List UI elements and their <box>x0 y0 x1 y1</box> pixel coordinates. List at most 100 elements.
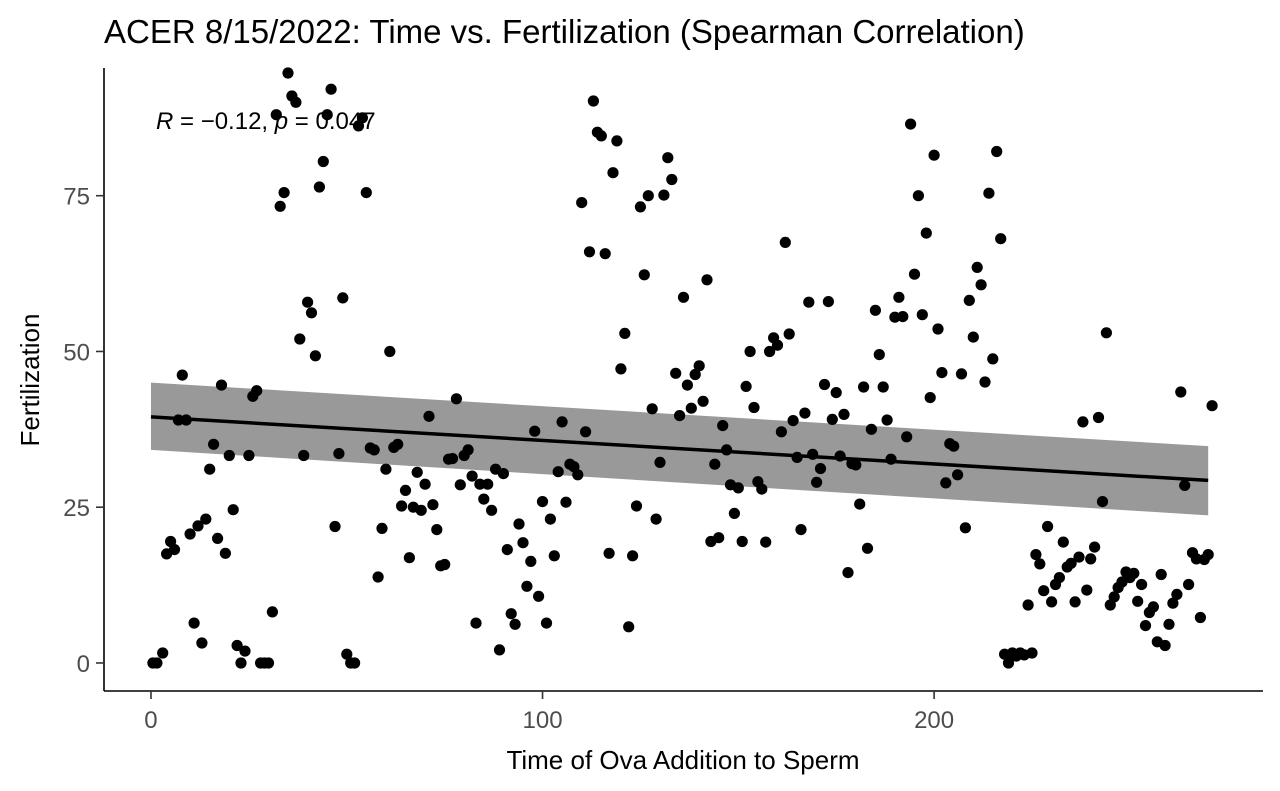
data-point <box>1167 597 1179 609</box>
data-point <box>466 470 478 482</box>
data-point <box>928 149 940 161</box>
data-point <box>959 522 972 534</box>
p-symbol: p <box>274 108 288 135</box>
data-point <box>501 544 513 556</box>
data-point <box>858 381 870 393</box>
data-point <box>803 296 815 308</box>
x-tick-label: 0 <box>144 707 157 734</box>
data-point <box>630 500 643 512</box>
data-point <box>627 550 639 562</box>
data-point <box>235 657 247 669</box>
data-point <box>219 547 231 559</box>
data-point <box>231 639 243 652</box>
y-tick-label: 25 <box>63 495 90 522</box>
data-point <box>1034 558 1046 570</box>
data-point <box>278 187 290 199</box>
data-point <box>940 477 952 489</box>
y-tick-label: 0 <box>77 651 90 678</box>
y-axis-ticks: 0 25 50 75 <box>63 184 104 678</box>
data-point <box>184 528 196 540</box>
regression-line <box>150 415 1209 483</box>
y-axis-label: Fertilization <box>15 314 45 447</box>
data-point <box>587 95 600 107</box>
data-point <box>431 524 443 536</box>
data-point <box>850 459 862 471</box>
data-point <box>717 420 729 432</box>
data-point <box>701 274 713 286</box>
data-point <box>470 617 482 629</box>
data-point <box>525 555 537 568</box>
y-tick-label: 75 <box>63 184 90 211</box>
data-point <box>1026 647 1038 659</box>
data-point <box>865 423 878 435</box>
data-point <box>333 448 345 460</box>
data-point <box>212 532 224 545</box>
data-point <box>681 379 694 391</box>
data-point <box>787 415 799 427</box>
data-point <box>576 197 588 209</box>
fit-line-layer <box>150 415 1209 483</box>
data-point <box>619 327 631 339</box>
data-point <box>1202 549 1214 561</box>
data-point <box>912 190 925 202</box>
data-point <box>936 367 948 379</box>
data-point <box>298 449 310 462</box>
data-point <box>599 248 611 260</box>
data-point <box>1171 588 1183 601</box>
data-point <box>967 331 979 343</box>
data-point <box>1073 551 1085 563</box>
data-point <box>356 112 368 124</box>
data-point <box>1155 568 1167 581</box>
data-point <box>830 387 842 399</box>
data-point <box>783 328 795 340</box>
data-point <box>368 444 380 456</box>
data-point <box>1046 596 1058 608</box>
data-point <box>764 345 776 358</box>
data-point <box>838 408 850 420</box>
data-point <box>544 513 557 525</box>
data-point <box>615 363 627 375</box>
data-point <box>196 637 208 649</box>
data-point <box>646 403 658 415</box>
r-value: = −0.12, <box>173 108 274 135</box>
x-axis-label: Time of Ova Addition to Sperm <box>506 745 859 775</box>
data-point <box>556 416 568 428</box>
data-point <box>861 542 874 554</box>
data-point <box>638 269 650 281</box>
data-point <box>540 617 553 629</box>
data-point <box>607 167 619 179</box>
data-point <box>1022 599 1034 611</box>
data-point <box>689 368 701 381</box>
data-point <box>282 67 294 79</box>
data-point <box>290 96 302 108</box>
data-point <box>462 444 474 456</box>
data-point <box>427 499 439 511</box>
data-point <box>423 410 435 422</box>
data-point <box>603 547 615 559</box>
data-point <box>975 279 987 291</box>
data-point <box>963 294 975 306</box>
data-point <box>995 233 1007 245</box>
data-point <box>1038 585 1050 597</box>
data-point <box>740 380 752 392</box>
data-point <box>697 395 709 407</box>
data-point <box>901 431 913 443</box>
data-point <box>971 261 983 273</box>
data-point <box>341 648 353 660</box>
data-point <box>916 309 928 321</box>
data-point <box>1057 536 1069 548</box>
data-point <box>1100 327 1112 339</box>
data-point <box>450 393 462 405</box>
points-layer <box>147 67 1218 669</box>
data-point <box>756 483 768 495</box>
data-point <box>842 567 854 579</box>
data-point <box>536 496 549 508</box>
data-point <box>396 500 408 512</box>
data-point <box>908 268 921 280</box>
data-point <box>1139 620 1152 632</box>
data-point <box>642 190 654 202</box>
data-point <box>736 535 748 548</box>
data-point <box>948 440 960 452</box>
data-point <box>415 504 427 516</box>
